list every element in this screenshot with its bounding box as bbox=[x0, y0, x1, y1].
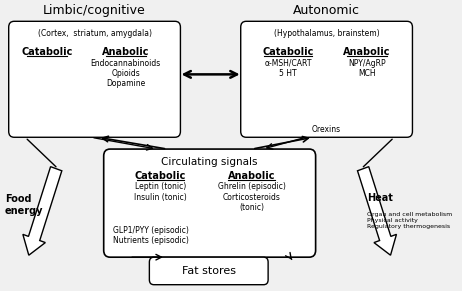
Text: Food
energy: Food energy bbox=[5, 194, 43, 216]
FancyBboxPatch shape bbox=[149, 257, 268, 285]
Text: Catabolic: Catabolic bbox=[134, 171, 186, 181]
Text: (Cortex,  striatum, amygdala): (Cortex, striatum, amygdala) bbox=[37, 29, 152, 38]
Text: Anabolic: Anabolic bbox=[102, 47, 149, 57]
Text: GLP1/PYY (episodic)
Nutrients (episodic): GLP1/PYY (episodic) Nutrients (episodic) bbox=[113, 226, 188, 245]
FancyBboxPatch shape bbox=[241, 21, 413, 137]
FancyBboxPatch shape bbox=[9, 21, 181, 137]
Text: Autonomic: Autonomic bbox=[293, 4, 360, 17]
Text: Endocannabinoids
Opioids
Dopamine: Endocannabinoids Opioids Dopamine bbox=[91, 59, 161, 88]
Text: Anabolic: Anabolic bbox=[228, 171, 275, 181]
Text: Catabolic: Catabolic bbox=[262, 47, 314, 57]
Text: Orexins: Orexins bbox=[312, 125, 341, 134]
Text: NPY/AgRP
MCH: NPY/AgRP MCH bbox=[348, 59, 386, 78]
Text: α-MSH/CART
5 HT: α-MSH/CART 5 HT bbox=[264, 59, 312, 78]
FancyArrow shape bbox=[23, 167, 62, 255]
Text: Circulating signals: Circulating signals bbox=[161, 157, 258, 167]
Text: Catabolic: Catabolic bbox=[21, 47, 73, 57]
Text: Ghrelin (episodic)
Corticosteroids
(tonic): Ghrelin (episodic) Corticosteroids (toni… bbox=[218, 182, 286, 212]
Text: Heat: Heat bbox=[367, 193, 393, 203]
Text: Leptin (tonic)
Insulin (tonic): Leptin (tonic) Insulin (tonic) bbox=[134, 182, 187, 202]
Text: Limbic/cognitive: Limbic/cognitive bbox=[43, 4, 146, 17]
Text: Fat stores: Fat stores bbox=[182, 266, 236, 276]
Text: Organ and cell metabolism
Physical activity
Regulatory thermogenesis: Organ and cell metabolism Physical activ… bbox=[367, 212, 452, 228]
Text: Anabolic: Anabolic bbox=[343, 47, 390, 57]
FancyArrow shape bbox=[358, 167, 396, 255]
Text: (Hypothalamus, brainstem): (Hypothalamus, brainstem) bbox=[274, 29, 379, 38]
FancyBboxPatch shape bbox=[103, 149, 316, 257]
